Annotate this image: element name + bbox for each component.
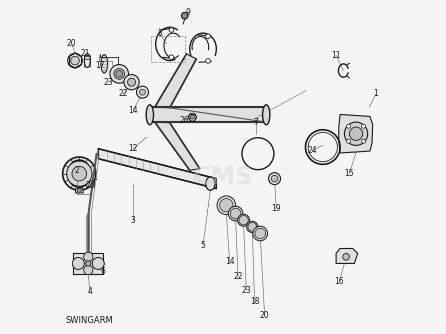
Ellipse shape <box>206 177 215 190</box>
Circle shape <box>343 254 349 260</box>
Text: 20: 20 <box>67 39 76 48</box>
Circle shape <box>124 74 139 90</box>
Circle shape <box>169 28 174 32</box>
Circle shape <box>86 261 91 266</box>
Text: SWINGARM: SWINGARM <box>65 316 113 325</box>
Ellipse shape <box>146 105 153 125</box>
Circle shape <box>72 258 84 270</box>
Circle shape <box>77 188 81 192</box>
Text: 1: 1 <box>374 89 378 98</box>
Text: CMS: CMS <box>192 165 254 189</box>
Text: 22: 22 <box>233 272 243 281</box>
Circle shape <box>206 34 211 39</box>
Circle shape <box>248 222 256 231</box>
Circle shape <box>217 196 235 214</box>
Circle shape <box>128 78 136 86</box>
Circle shape <box>253 226 268 241</box>
Circle shape <box>136 86 149 98</box>
Circle shape <box>220 199 233 212</box>
Circle shape <box>92 258 104 270</box>
Circle shape <box>347 139 351 143</box>
Ellipse shape <box>263 105 270 125</box>
Circle shape <box>63 157 96 190</box>
Ellipse shape <box>84 53 90 67</box>
Circle shape <box>206 58 211 63</box>
Circle shape <box>110 64 128 83</box>
Text: 8: 8 <box>157 29 162 38</box>
Circle shape <box>347 124 351 128</box>
Ellipse shape <box>84 56 90 59</box>
Circle shape <box>66 161 92 186</box>
Text: 17: 17 <box>95 61 105 70</box>
Circle shape <box>190 115 194 119</box>
Text: 22: 22 <box>119 89 128 98</box>
Text: 4: 4 <box>87 287 92 296</box>
Circle shape <box>84 266 93 275</box>
Polygon shape <box>155 54 196 108</box>
Circle shape <box>230 208 241 219</box>
Circle shape <box>344 122 368 145</box>
Circle shape <box>72 166 87 181</box>
Circle shape <box>271 175 278 182</box>
Polygon shape <box>98 149 216 189</box>
Polygon shape <box>336 248 358 264</box>
Text: 15: 15 <box>345 169 354 178</box>
Text: 7: 7 <box>254 118 259 127</box>
Circle shape <box>116 70 123 77</box>
Circle shape <box>169 55 174 59</box>
Circle shape <box>349 127 363 140</box>
Circle shape <box>114 68 124 79</box>
Circle shape <box>239 215 248 225</box>
Circle shape <box>362 124 366 128</box>
Text: 20: 20 <box>260 311 269 320</box>
Text: 11: 11 <box>331 51 341 60</box>
Text: 14: 14 <box>128 106 138 115</box>
Polygon shape <box>155 122 200 170</box>
Text: 21: 21 <box>80 49 90 58</box>
Circle shape <box>247 221 258 232</box>
Text: 25: 25 <box>85 181 95 190</box>
Text: 16: 16 <box>334 277 344 286</box>
Text: 24: 24 <box>308 146 318 155</box>
Polygon shape <box>75 188 83 193</box>
Text: 23: 23 <box>241 286 251 295</box>
Text: 3: 3 <box>131 216 136 225</box>
Circle shape <box>228 206 243 221</box>
Text: 2: 2 <box>75 166 80 175</box>
Circle shape <box>70 56 79 65</box>
Circle shape <box>84 252 93 262</box>
Circle shape <box>255 228 265 239</box>
Circle shape <box>268 173 281 185</box>
Text: 23: 23 <box>103 78 113 87</box>
Circle shape <box>238 214 250 226</box>
Text: 5: 5 <box>201 241 206 249</box>
Text: 6: 6 <box>101 267 106 276</box>
Text: 9: 9 <box>186 8 190 17</box>
Circle shape <box>140 89 145 95</box>
Polygon shape <box>73 253 103 274</box>
Circle shape <box>182 12 188 19</box>
Text: 19: 19 <box>272 204 281 213</box>
Text: 18: 18 <box>250 297 259 306</box>
Text: 26: 26 <box>180 116 190 125</box>
Text: 12: 12 <box>128 144 138 153</box>
Text: 14: 14 <box>225 257 235 266</box>
Circle shape <box>362 139 366 143</box>
Ellipse shape <box>101 55 107 73</box>
Polygon shape <box>339 115 373 153</box>
